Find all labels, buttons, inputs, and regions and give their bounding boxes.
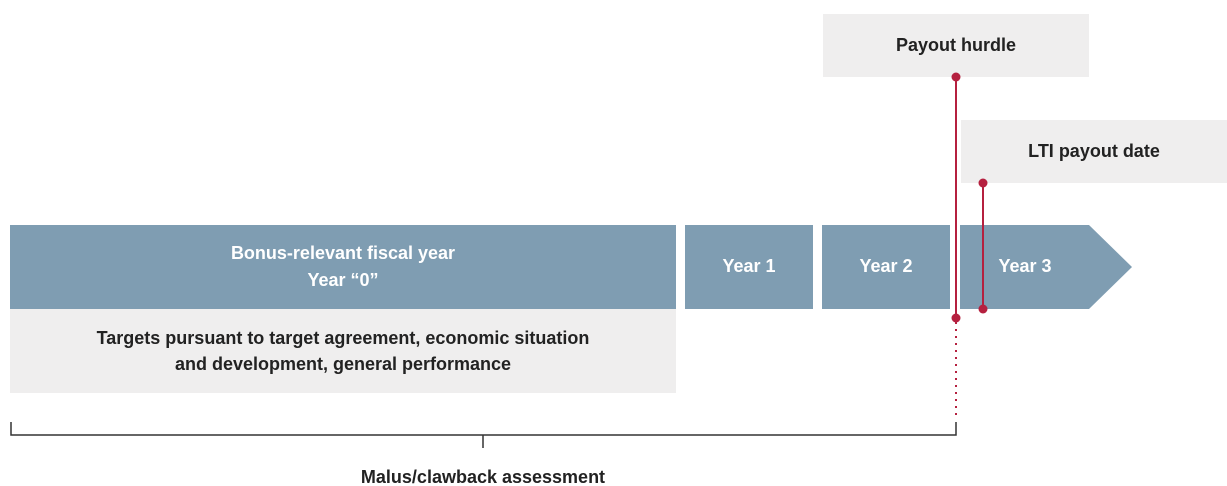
targets-box: [10, 309, 676, 393]
targets-line1: Targets pursuant to target agreement, ec…: [97, 328, 590, 348]
targets-line2: and development, general performance: [175, 354, 511, 374]
year-arrow: [960, 225, 1132, 309]
main-line2: Year “0”: [307, 270, 378, 290]
dot: [951, 313, 961, 323]
year-label: Year 1: [722, 256, 775, 276]
main-line1: Bonus-relevant fiscal year: [231, 243, 455, 263]
bracket: [10, 422, 957, 448]
dot: [978, 304, 988, 314]
dot: [951, 72, 961, 82]
malus-label: Malus/clawback assessment: [361, 467, 605, 486]
year-block: [822, 225, 950, 309]
lti-label: LTI payout date: [1028, 141, 1160, 161]
payout-hurdle-box: [823, 14, 1089, 77]
payout-hurdle-label: Payout hurdle: [896, 35, 1016, 55]
year-label: Year 3: [998, 256, 1051, 276]
lti-box: [961, 120, 1227, 183]
dot: [978, 178, 988, 188]
year-label: Year 2: [859, 256, 912, 276]
main-block: [10, 225, 676, 309]
year-block: [685, 225, 813, 309]
